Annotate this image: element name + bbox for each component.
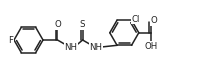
Text: S: S: [80, 20, 85, 29]
Text: O: O: [151, 16, 157, 25]
Text: O: O: [54, 20, 61, 29]
Text: Cl: Cl: [132, 15, 140, 24]
Text: OH: OH: [145, 42, 158, 51]
Text: F: F: [8, 35, 13, 44]
Text: NH: NH: [64, 43, 77, 52]
Text: NH: NH: [89, 43, 103, 52]
